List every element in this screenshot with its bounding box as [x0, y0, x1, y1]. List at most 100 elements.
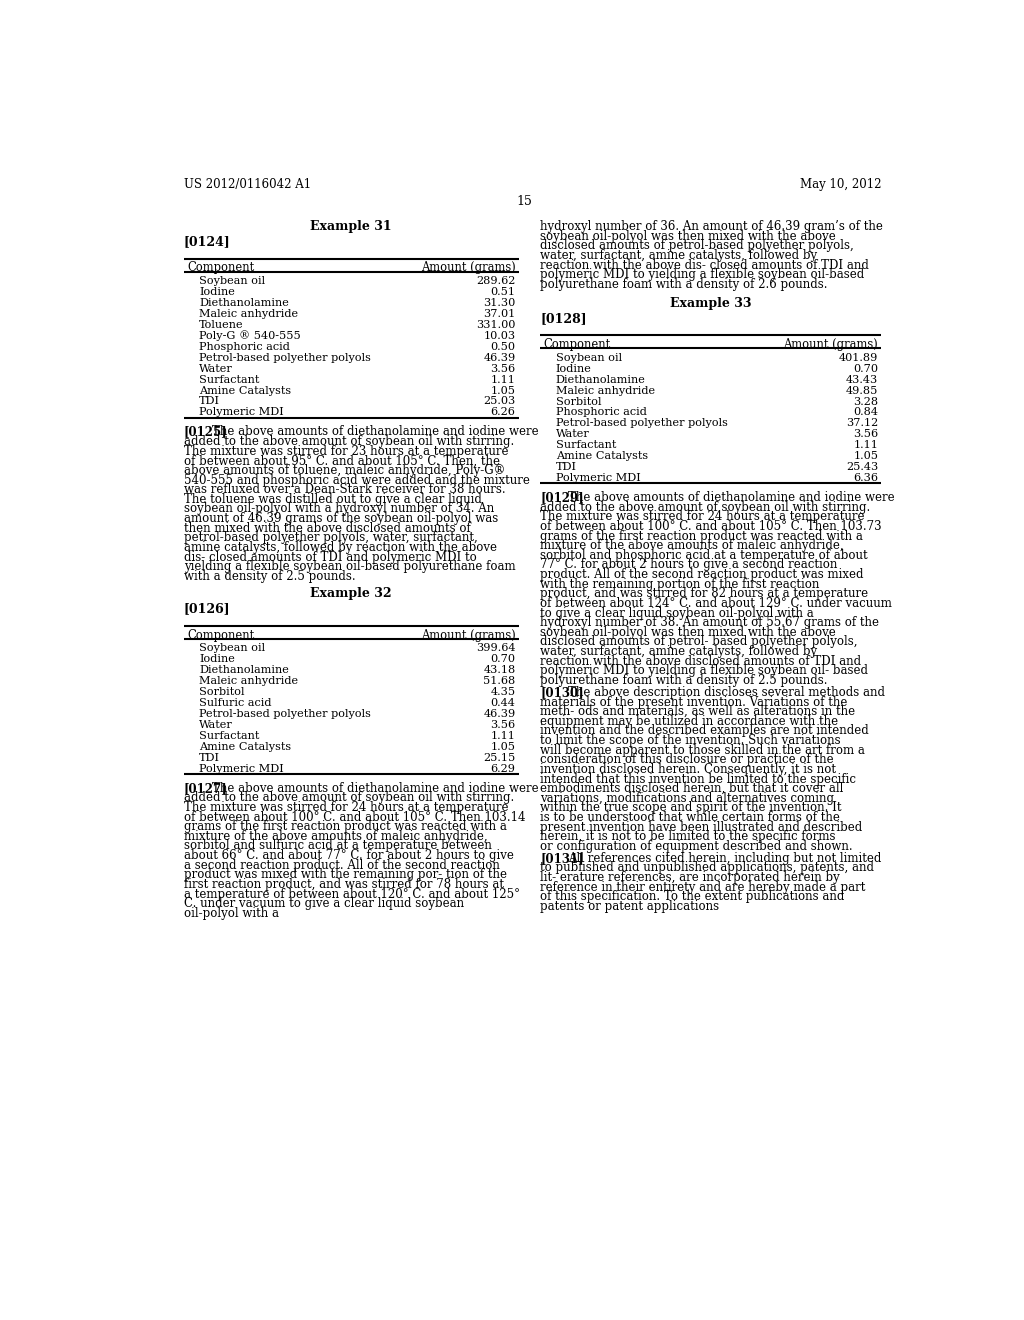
- Text: with the remaining portion of the first reaction: with the remaining portion of the first …: [541, 578, 819, 591]
- Text: All references cited herein, including but not limited: All references cited herein, including b…: [568, 851, 882, 865]
- Text: to limit the scope of the invention. Such variations: to limit the scope of the invention. Suc…: [541, 734, 841, 747]
- Text: grams of the first reaction product was reacted with a: grams of the first reaction product was …: [183, 820, 507, 833]
- Text: Phosphoric acid: Phosphoric acid: [556, 408, 647, 417]
- Text: a second reaction product. All of the second reaction: a second reaction product. All of the se…: [183, 858, 500, 871]
- Text: amount of 46.39 grams of the soybean oil-polyol was: amount of 46.39 grams of the soybean oil…: [183, 512, 498, 525]
- Text: 1.05: 1.05: [490, 742, 515, 751]
- Text: Iodine: Iodine: [200, 655, 236, 664]
- Text: 25.15: 25.15: [483, 752, 515, 763]
- Text: oil-polyol with a: oil-polyol with a: [183, 907, 279, 920]
- Text: Sorbitol: Sorbitol: [556, 396, 601, 407]
- Text: herein, it is not to be limited to the specific forms: herein, it is not to be limited to the s…: [541, 830, 836, 843]
- Text: water, surfactant, amine catalysts, followed by: water, surfactant, amine catalysts, foll…: [541, 645, 817, 659]
- Text: Water: Water: [200, 363, 233, 374]
- Text: polymeric MDI to yielding a flexible soybean oil- based: polymeric MDI to yielding a flexible soy…: [541, 664, 868, 677]
- Text: 331.00: 331.00: [476, 319, 515, 330]
- Text: 1.11: 1.11: [490, 731, 515, 741]
- Text: a temperature of between about 120° C. and about 125°: a temperature of between about 120° C. a…: [183, 887, 520, 900]
- Text: then mixed with the above disclosed amounts of: then mixed with the above disclosed amou…: [183, 521, 471, 535]
- Text: patents or patent applications: patents or patent applications: [541, 900, 720, 913]
- Text: 3.56: 3.56: [490, 719, 515, 730]
- Text: Component: Component: [544, 338, 610, 351]
- Text: materials of the present invention. Variations of the: materials of the present invention. Vari…: [541, 696, 848, 709]
- Text: C. under vacuum to give a clear liquid soybean: C. under vacuum to give a clear liquid s…: [183, 898, 464, 909]
- Text: grams of the first reaction product was reacted with a: grams of the first reaction product was …: [541, 529, 863, 543]
- Text: [0126]: [0126]: [183, 602, 230, 615]
- Text: Amine Catalysts: Amine Catalysts: [200, 742, 292, 751]
- Text: mixture of the above amounts of maleic anhydride,: mixture of the above amounts of maleic a…: [541, 540, 844, 552]
- Text: product was mixed with the remaining por- tion of the: product was mixed with the remaining por…: [183, 869, 507, 882]
- Text: sorbitol and sulfuric acid at a temperature between: sorbitol and sulfuric acid at a temperat…: [183, 840, 492, 853]
- Text: added to the above amount of soybean oil with stirring.: added to the above amount of soybean oil…: [183, 436, 514, 447]
- Text: Petrol-based polyether polyols: Petrol-based polyether polyols: [200, 709, 371, 719]
- Text: 401.89: 401.89: [839, 352, 879, 363]
- Text: Polymeric MDI: Polymeric MDI: [556, 473, 641, 483]
- Text: above amounts of toluene, maleic anhydride, Poly-G®: above amounts of toluene, maleic anhydri…: [183, 463, 505, 477]
- Text: lit- erature references, are incorporated herein by: lit- erature references, are incorporate…: [541, 871, 840, 884]
- Text: Water: Water: [200, 719, 233, 730]
- Text: of between about 100° C. and about 105° C. Then 103.14: of between about 100° C. and about 105° …: [183, 810, 525, 824]
- Text: soybean oil-polyol with a hydroxyl number of 34. An: soybean oil-polyol with a hydroxyl numbe…: [183, 503, 494, 515]
- Text: with a density of 2.5 pounds.: with a density of 2.5 pounds.: [183, 570, 355, 583]
- Text: [0129]: [0129]: [541, 491, 584, 504]
- Text: hydroxyl number of 36. An amount of 46.39 gram’s of the: hydroxyl number of 36. An amount of 46.3…: [541, 220, 883, 234]
- Text: hydroxyl number of 38. An amount of 55.67 grams of the: hydroxyl number of 38. An amount of 55.6…: [541, 616, 880, 630]
- Text: Soybean oil: Soybean oil: [200, 276, 265, 286]
- Text: first reaction product, and was stirred for 78 hours at: first reaction product, and was stirred …: [183, 878, 504, 891]
- Text: [0125]: [0125]: [183, 425, 227, 438]
- Text: within the true scope and spirit of the invention. It: within the true scope and spirit of the …: [541, 801, 842, 814]
- Text: 289.62: 289.62: [476, 276, 515, 286]
- Text: meth- ods and materials, as well as alterations in the: meth- ods and materials, as well as alte…: [541, 705, 855, 718]
- Text: Sulfuric acid: Sulfuric acid: [200, 698, 271, 708]
- Text: Water: Water: [556, 429, 590, 440]
- Text: or configuration of equipment described and shown.: or configuration of equipment described …: [541, 840, 853, 853]
- Text: amine catalysts, followed by reaction with the above: amine catalysts, followed by reaction wi…: [183, 541, 497, 554]
- Text: 0.50: 0.50: [490, 342, 515, 351]
- Text: 31.30: 31.30: [483, 298, 515, 308]
- Text: [0130]: [0130]: [541, 686, 584, 698]
- Text: The above amounts of diethanolamine and iodine were: The above amounts of diethanolamine and …: [568, 491, 895, 504]
- Text: [0127]: [0127]: [183, 781, 227, 795]
- Text: 1.11: 1.11: [853, 441, 879, 450]
- Text: [0124]: [0124]: [183, 235, 230, 248]
- Text: The mixture was stirred for 24 hours at a temperature: The mixture was stirred for 24 hours at …: [541, 511, 865, 523]
- Text: US 2012/0116042 A1: US 2012/0116042 A1: [183, 178, 311, 190]
- Text: of between about 124° C. and about 129° C. under vacuum: of between about 124° C. and about 129° …: [541, 597, 892, 610]
- Text: The above description discloses several methods and: The above description discloses several …: [568, 686, 885, 698]
- Text: 46.39: 46.39: [483, 709, 515, 719]
- Text: Amount (grams): Amount (grams): [783, 338, 879, 351]
- Text: 25.43: 25.43: [846, 462, 879, 473]
- Text: 6.26: 6.26: [490, 408, 515, 417]
- Text: Soybean oil: Soybean oil: [200, 643, 265, 653]
- Text: Diethanolamine: Diethanolamine: [200, 665, 289, 675]
- Text: of between about 95° C. and about 105° C. Then, the: of between about 95° C. and about 105° C…: [183, 454, 500, 467]
- Text: 0.70: 0.70: [853, 364, 879, 374]
- Text: Diethanolamine: Diethanolamine: [200, 298, 289, 308]
- Text: reaction with the above disclosed amounts of TDI and: reaction with the above disclosed amount…: [541, 655, 861, 668]
- Text: Amount (grams): Amount (grams): [421, 261, 515, 275]
- Text: 3.56: 3.56: [853, 429, 879, 440]
- Text: 0.44: 0.44: [490, 698, 515, 708]
- Text: was refluxed over a Dean-Stark receiver for 38 hours.: was refluxed over a Dean-Stark receiver …: [183, 483, 506, 496]
- Text: Example 31: Example 31: [310, 220, 392, 234]
- Text: [0131]: [0131]: [541, 851, 584, 865]
- Text: sorbitol and phosphoric acid at a temperature of about: sorbitol and phosphoric acid at a temper…: [541, 549, 868, 562]
- Text: Component: Component: [187, 628, 254, 642]
- Text: yielding a flexible soybean oil-based polyurethane foam: yielding a flexible soybean oil-based po…: [183, 560, 515, 573]
- Text: 0.51: 0.51: [490, 286, 515, 297]
- Text: 0.84: 0.84: [853, 408, 879, 417]
- Text: present invention have been illustrated and described: present invention have been illustrated …: [541, 821, 862, 834]
- Text: 37.01: 37.01: [483, 309, 515, 319]
- Text: about 66° C. and about 77° C. for about 2 hours to give: about 66° C. and about 77° C. for about …: [183, 849, 514, 862]
- Text: The above amounts of diethanolamine and iodine were: The above amounts of diethanolamine and …: [212, 781, 539, 795]
- Text: Maleic anhydride: Maleic anhydride: [200, 309, 298, 319]
- Text: polymeric MDI to yielding a flexible soybean oil-based: polymeric MDI to yielding a flexible soy…: [541, 268, 864, 281]
- Text: disclosed amounts of petrol-based polyether polyols,: disclosed amounts of petrol-based polyet…: [541, 239, 854, 252]
- Text: 49.85: 49.85: [846, 385, 879, 396]
- Text: 1.05: 1.05: [853, 451, 879, 461]
- Text: product. All of the second reaction product was mixed: product. All of the second reaction prod…: [541, 568, 864, 581]
- Text: Petrol-based polyether polyols: Petrol-based polyether polyols: [200, 352, 371, 363]
- Text: polyurethane foam with a density of 2.6 pounds.: polyurethane foam with a density of 2.6 …: [541, 277, 827, 290]
- Text: 37.12: 37.12: [846, 418, 879, 429]
- Text: 4.35: 4.35: [490, 686, 515, 697]
